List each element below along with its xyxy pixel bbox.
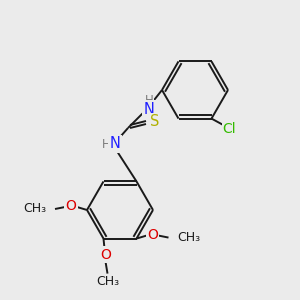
Text: CH₃: CH₃	[96, 275, 119, 288]
Text: Cl: Cl	[223, 122, 236, 136]
Text: N: N	[110, 136, 120, 152]
Text: N: N	[144, 101, 154, 116]
Text: CH₃: CH₃	[23, 202, 46, 215]
Text: O: O	[66, 199, 76, 213]
Text: S: S	[150, 115, 160, 130]
Text: H: H	[102, 137, 110, 151]
Text: CH₃: CH₃	[178, 231, 201, 244]
Text: O: O	[147, 228, 158, 242]
Text: O: O	[100, 248, 111, 262]
Text: H: H	[145, 94, 153, 107]
